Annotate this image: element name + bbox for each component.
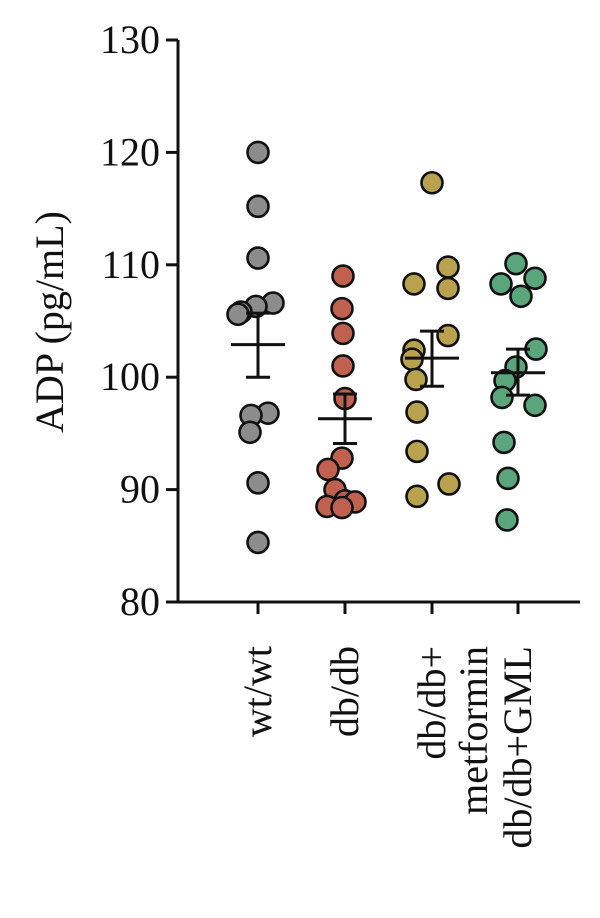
- data-point: [238, 420, 262, 445]
- group-1: [226, 140, 285, 555]
- y-tick-label: 130: [100, 17, 160, 62]
- data-point: [489, 272, 513, 296]
- x-category-label: db/db+: [409, 646, 454, 760]
- data-point: [246, 140, 270, 165]
- x-axis: wt/wt db/db db/db+metformin db/db+GML: [178, 600, 580, 849]
- data-point: [405, 439, 429, 464]
- data-point: [246, 246, 270, 270]
- data-point: [504, 251, 528, 276]
- data-point: [316, 457, 340, 482]
- data-point: [509, 284, 533, 309]
- data-point: [246, 194, 270, 219]
- x-category-label: metformin: [451, 646, 496, 815]
- data-groups: [226, 140, 548, 555]
- data-point: [331, 264, 355, 288]
- data-point: [436, 323, 460, 348]
- x-category-label: db/db: [322, 646, 367, 737]
- y-tick-label: 120: [100, 129, 160, 174]
- data-point: [437, 472, 461, 496]
- data-point: [402, 272, 426, 296]
- data-point: [436, 255, 460, 279]
- y-axis: 80 90 100 110 120 130: [100, 17, 180, 624]
- group-4: [489, 251, 548, 532]
- y-tick-label: 90: [120, 467, 160, 512]
- data-point: [331, 321, 355, 346]
- data-point: [405, 400, 429, 424]
- group-3: [400, 170, 461, 509]
- data-point: [246, 471, 270, 495]
- data-point: [330, 495, 354, 520]
- data-point: [492, 430, 516, 455]
- y-axis-title: ADP (pg/mL): [27, 211, 72, 433]
- data-point: [226, 302, 250, 327]
- x-category-label: wt/wt: [235, 646, 280, 737]
- data-point: [495, 508, 519, 532]
- data-point: [523, 393, 547, 418]
- y-tick-label: 110: [101, 242, 160, 287]
- data-point: [405, 484, 429, 509]
- data-point: [330, 296, 354, 321]
- data-point: [331, 354, 355, 378]
- data-point: [436, 276, 460, 301]
- data-point: [246, 530, 270, 555]
- data-point: [490, 385, 514, 410]
- y-tick-label: 100: [100, 354, 160, 399]
- x-category-label: db/db+GML: [495, 646, 540, 849]
- data-point: [496, 466, 520, 491]
- y-tick-label: 80: [120, 579, 160, 624]
- data-point: [523, 266, 547, 291]
- group-2: [315, 264, 372, 520]
- data-point: [420, 170, 444, 195]
